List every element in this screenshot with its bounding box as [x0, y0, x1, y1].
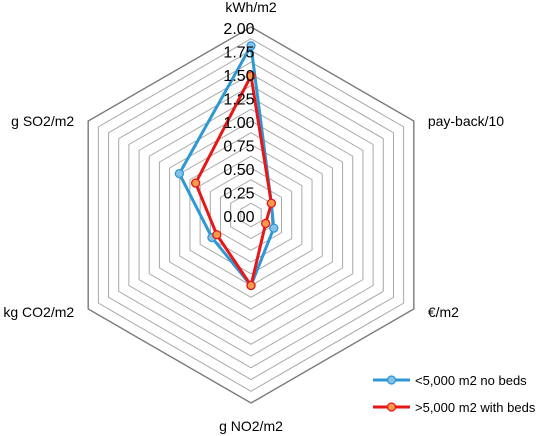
grid-ring [108, 49, 394, 381]
data-point [266, 198, 277, 208]
data-point [246, 41, 256, 51]
grid-ring [199, 155, 303, 275]
grid-ring [128, 73, 374, 357]
grid-ring [158, 108, 344, 322]
legend-label: >5,000 m2 with beds [415, 400, 536, 415]
legend-swatch-marker [386, 375, 397, 385]
data-point [212, 230, 222, 240]
grid-ring [148, 96, 354, 334]
tick-label: 1.50 [223, 68, 254, 85]
axis-labels: kWh/m2 pay-back/10 €/m2 g NO2/m2 kg CO2/m2 g … [3, 0, 504, 434]
tick-label: 1.00 [223, 115, 254, 132]
tick-label: 0.25 [223, 186, 254, 203]
legend-swatch-marker [386, 402, 397, 412]
axis-label: €/m2 [428, 304, 459, 320]
tick-label: 0.75 [223, 139, 254, 156]
axis-label: kWh/m2 [225, 0, 277, 15]
legend-label: <5,000 m2 no beds [415, 373, 527, 388]
axis-label: pay-back/10 [428, 113, 504, 129]
grid-ring [209, 167, 293, 263]
data-point [261, 218, 271, 229]
tick-label: 0.50 [223, 162, 254, 179]
grid-ring [87, 26, 415, 404]
axis-label: g SO2/m2 [11, 113, 74, 129]
data-point [246, 71, 256, 81]
grid-ring [97, 38, 405, 392]
grid-ring [219, 179, 283, 251]
data-point [246, 280, 256, 291]
grid-ring [118, 61, 384, 369]
data-point [190, 178, 201, 188]
tick-label: 0.00 [223, 209, 254, 226]
grid-ring [169, 120, 333, 310]
tick-label: 2.00 [223, 21, 254, 38]
axis-label: g NO2/m2 [219, 418, 283, 434]
tick-label: 1.25 [223, 92, 254, 109]
tick-label: 1.75 [223, 45, 254, 62]
data-point [269, 223, 279, 233]
axis-label: kg CO2/m2 [3, 304, 74, 320]
radar-series [174, 41, 279, 291]
grid-ring [240, 202, 262, 228]
grid-ring [138, 85, 364, 345]
legend: <5,000 m2 no beds >5,000 m2 with beds [373, 373, 536, 415]
radial-tick-labels: 0.00 0.25 0.50 0.75 1.00 1.25 1.50 1.75 2.00 [223, 21, 254, 226]
data-point [174, 168, 185, 179]
